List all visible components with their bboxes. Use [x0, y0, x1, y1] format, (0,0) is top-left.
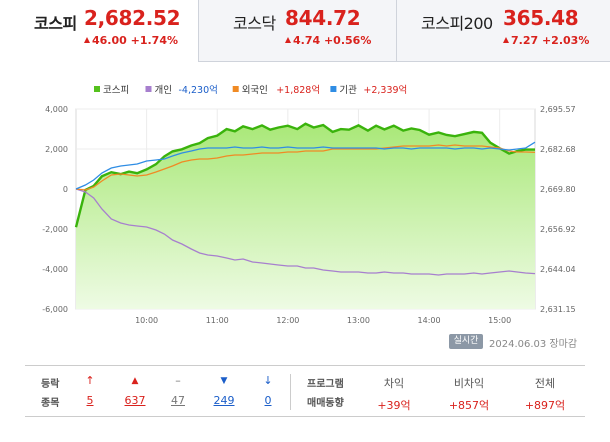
tab-kospi-change: 46.00 +1.74%	[84, 34, 178, 47]
legend-swatch-2	[232, 86, 239, 92]
tab-kospi-value: 2,682.52	[84, 6, 181, 30]
program-arbitrage-value: +39억	[377, 399, 411, 412]
program-total-value: +897억	[524, 399, 566, 412]
left-tick-label-0: 4,000	[45, 105, 68, 114]
market-summary: 등락 종목 ↑ 5 ▲ 637 – 47 ▼ 249 ↓ 0 프로그램 매매동향…	[25, 365, 585, 417]
x-tick-label-2: 12:00	[276, 316, 299, 325]
x-tick-label-3: 13:00	[347, 316, 370, 325]
kospi-area-layer	[74, 122, 535, 309]
legend-label-0: 코스피	[103, 85, 129, 96]
tab-kosdaq-change: 4.74 +0.56%	[285, 34, 371, 47]
x-tick-label-5: 15:00	[488, 316, 511, 325]
left-tick-label-4: -4,000	[42, 265, 68, 274]
tab-kospi[interactable]: 코스피 2,682.52 46.00 +1.74%	[0, 0, 198, 62]
kospi-line	[74, 122, 535, 228]
tab-kosdaq-name: 코스닥	[233, 14, 276, 33]
fall-value[interactable]: 249	[213, 394, 235, 407]
investor-line-0	[75, 188, 536, 276]
legend-swatch-1	[145, 86, 152, 92]
investor-line-1	[75, 144, 536, 191]
flat-icon: –	[175, 374, 181, 387]
up-triangle-icon	[503, 37, 509, 43]
upper-limit-value[interactable]: 5	[86, 394, 94, 407]
program-label-bottom: 매매동향	[307, 398, 344, 409]
x-tick-label-1: 11:00	[206, 316, 229, 325]
legend-swatch-3	[330, 86, 337, 92]
program-label-top: 프로그램	[307, 379, 344, 390]
rise-count[interactable]: ▲ 637	[120, 374, 150, 407]
divider	[290, 374, 291, 410]
tab-kospi200-name: 코스피200	[421, 14, 493, 33]
investor-line-2	[75, 141, 536, 190]
left-tick-label-5: -6,000	[42, 305, 68, 314]
right-tick-label-0: 2,695.57	[540, 105, 576, 114]
legend-label-3: 기관	[339, 85, 357, 96]
tab-kosdaq-change-text: 4.74 +0.56%	[293, 34, 372, 47]
legend-label-1: 개인	[155, 85, 172, 96]
live-badge: 실시간	[449, 334, 483, 349]
program-non-arbitrage-value: +857억	[448, 399, 490, 412]
program-non-arbitrage-head: 비차익	[453, 377, 485, 390]
up-triangle-icon	[84, 37, 90, 43]
right-tick-label-1: 2,682.68	[540, 145, 576, 154]
left-tick-label-1: 2,000	[45, 145, 68, 154]
tab-kospi200-change-text: 7.27 +2.03%	[511, 34, 590, 47]
tab-kospi200-value: 365.48	[503, 6, 579, 30]
left-tick-label-3: -2,000	[42, 225, 68, 234]
fall-icon: ▼	[220, 376, 228, 386]
rise-fall-label-top: 등락	[41, 379, 60, 390]
tab-kospi-name: 코스피	[34, 14, 77, 33]
legend-label-2: 외국인	[242, 84, 268, 96]
x-tick-label-4: 14:00	[418, 316, 441, 325]
tab-kospi-change-text: 46.00 +1.74%	[92, 34, 179, 47]
flat-value[interactable]: 47	[171, 394, 185, 407]
lower-limit-count[interactable]: ↓ 0	[253, 374, 283, 407]
lower-limit-value[interactable]: 0	[264, 394, 272, 407]
right-tick-label-4: 2,644.04	[540, 265, 576, 274]
tab-kospi200[interactable]: 코스피200 365.48 7.27 +2.03%	[396, 0, 610, 62]
rise-value[interactable]: 637	[124, 394, 146, 407]
legend-value-1: -4,230억	[179, 84, 218, 96]
lower-limit-icon: ↓	[263, 374, 273, 387]
chart-legend: 코스피 개인 -4,230억 외국인 +1,828억 기관 +2,339억	[94, 84, 407, 96]
legend-value-2: +1,828억	[276, 84, 320, 96]
legend-value-3: +2,339억	[363, 84, 407, 96]
tab-kosdaq[interactable]: 코스닥 844.72 4.74 +0.56%	[198, 0, 396, 62]
rise-fall-label-bottom: 종목	[41, 398, 60, 409]
market-date-status: 2024.06.03 장마감	[489, 339, 578, 350]
rise-icon: ▲	[131, 376, 139, 386]
right-tick-label-5: 2,631.15	[540, 305, 576, 314]
upper-limit-icon: ↑	[85, 374, 95, 387]
tab-kosdaq-value: 844.72	[285, 6, 361, 30]
program-total: 전체 +897억	[515, 375, 575, 413]
investor-lines-layer	[75, 141, 536, 276]
flat-count[interactable]: – 47	[163, 374, 193, 407]
legend-swatch-0	[94, 86, 100, 92]
right-tick-label-3: 2,656.92	[540, 225, 576, 234]
upper-limit-count[interactable]: ↑ 5	[75, 374, 105, 407]
up-triangle-icon	[285, 37, 291, 43]
x-tick-label-0: 10:00	[135, 316, 158, 325]
program-total-head: 전체	[534, 377, 556, 390]
right-tick-label-2: 2,669.80	[540, 185, 576, 194]
chart-axes: 4,000 2,000 0 -2,000 -4,000 -6,000 2,695.57 2,6…	[42, 105, 575, 325]
fall-count[interactable]: ▼ 249	[209, 374, 239, 407]
left-tick-label-2: 0	[63, 185, 68, 194]
tab-kospi200-change: 7.27 +2.03%	[503, 34, 589, 47]
program-non-arbitrage: 비차익 +857억	[439, 375, 499, 413]
kospi-area-fill	[76, 123, 535, 309]
program-arbitrage-head: 차익	[383, 377, 405, 390]
intraday-chart: 코스피 개인 -4,230억 외국인 +1,828억 기관 +2,339억 4,000 2,0…	[42, 84, 575, 325]
index-tabs: 코스피 2,682.52 46.00 +1.74% 코스닥 844.72 4.7…	[0, 0, 610, 62]
program-arbitrage: 차익 +39억	[369, 375, 419, 413]
